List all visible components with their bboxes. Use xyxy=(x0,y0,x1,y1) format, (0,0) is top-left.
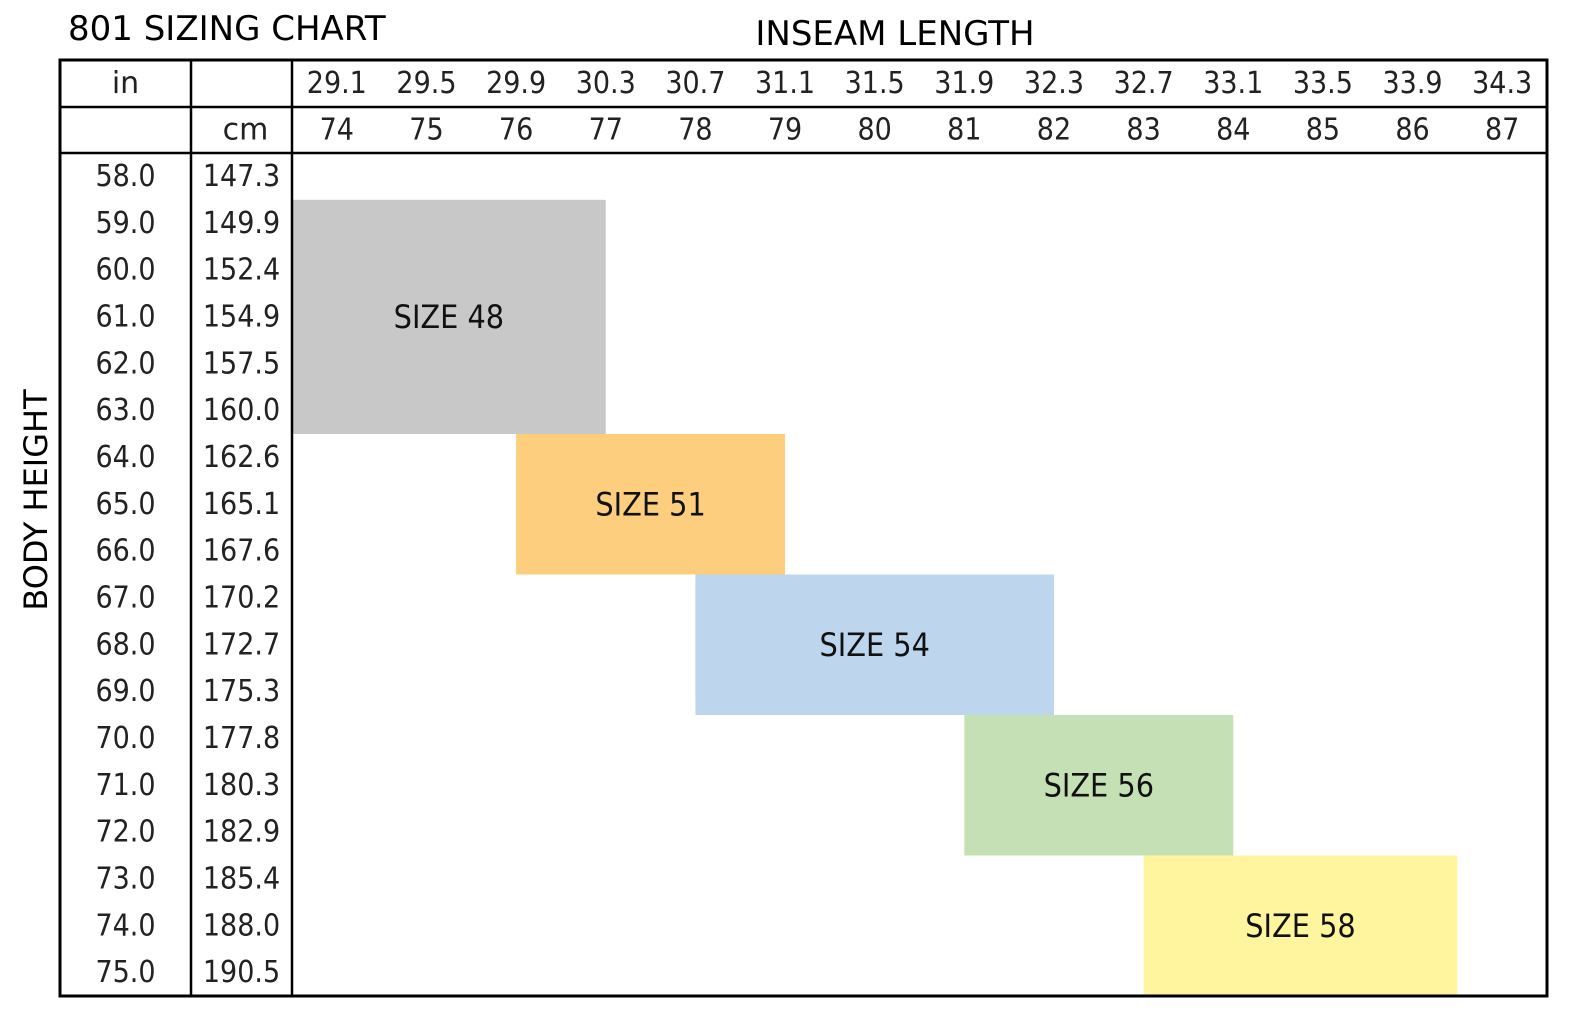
size-label-size-48: SIZE 48 xyxy=(394,298,504,336)
inseam-cm-12: 86 xyxy=(1395,113,1429,148)
height-cm-1: 149.9 xyxy=(203,206,280,241)
size-label-size-51: SIZE 51 xyxy=(595,485,705,523)
inseam-in-10: 33.1 xyxy=(1203,66,1263,101)
height-in-0: 58.0 xyxy=(95,159,155,194)
height-cm-14: 182.9 xyxy=(203,815,280,850)
height-in-14: 72.0 xyxy=(95,815,155,850)
inseam-in-7: 31.9 xyxy=(934,66,994,101)
height-in-5: 63.0 xyxy=(95,393,155,428)
inseam-cm-3: 77 xyxy=(589,113,623,148)
height-in-7: 65.0 xyxy=(95,487,155,522)
inseam-cm-0: 74 xyxy=(320,113,354,148)
chart-title: 801 SIZING CHART xyxy=(68,9,386,49)
inseam-in-11: 33.5 xyxy=(1293,66,1353,101)
height-cm-5: 160.0 xyxy=(203,393,280,428)
height-cm-6: 162.6 xyxy=(203,440,280,475)
height-in-15: 73.0 xyxy=(95,861,155,896)
inseam-in-6: 31.5 xyxy=(845,66,905,101)
size-block-size-48 xyxy=(292,199,606,434)
height-in-4: 62.0 xyxy=(95,346,155,381)
height-cm-2: 152.4 xyxy=(203,253,280,288)
inseam-cm-4: 78 xyxy=(678,113,712,148)
inseam-cm-8: 82 xyxy=(1037,113,1071,148)
height-in-12: 70.0 xyxy=(95,721,155,756)
inseam-in-12: 33.9 xyxy=(1382,66,1442,101)
inseam-length-label: INSEAM LENGTH xyxy=(755,14,1035,54)
size-block-size-58 xyxy=(1143,855,1458,996)
height-cm-9: 170.2 xyxy=(203,580,280,615)
inseam-cm-7: 81 xyxy=(947,113,981,148)
inseam-in-13: 34.3 xyxy=(1472,66,1532,101)
inseam-in-0: 29.1 xyxy=(307,66,367,101)
inseam-in-2: 29.9 xyxy=(486,66,546,101)
size-block-size-54 xyxy=(695,574,1054,715)
table-border xyxy=(58,58,1549,998)
inseam-cm-10: 84 xyxy=(1216,113,1250,148)
height-in-3: 61.0 xyxy=(95,299,155,334)
inseam-cm-11: 85 xyxy=(1306,113,1340,148)
unit-in-label: in xyxy=(112,66,139,101)
height-in-11: 69.0 xyxy=(95,674,155,709)
height-cm-4: 157.5 xyxy=(203,346,280,381)
height-in-10: 68.0 xyxy=(95,627,155,662)
height-cm-15: 185.4 xyxy=(203,861,280,896)
height-in-6: 64.0 xyxy=(95,440,155,475)
height-cm-7: 165.1 xyxy=(203,487,280,522)
inseam-cm-1: 75 xyxy=(409,113,443,148)
height-cm-16: 188.0 xyxy=(203,908,280,943)
height-cm-13: 180.3 xyxy=(203,768,280,803)
size-label-size-56: SIZE 56 xyxy=(1044,766,1154,804)
inseam-in-5: 31.1 xyxy=(755,66,815,101)
inseam-cm-9: 83 xyxy=(1126,113,1160,148)
height-cm-11: 175.3 xyxy=(203,674,280,709)
inseam-cm-5: 79 xyxy=(768,113,802,148)
inseam-in-8: 32.3 xyxy=(1024,66,1084,101)
height-in-16: 74.0 xyxy=(95,908,155,943)
height-in-8: 66.0 xyxy=(95,534,155,569)
inseam-cm-6: 80 xyxy=(858,113,892,148)
height-cm-0: 147.3 xyxy=(203,159,280,194)
height-cm-12: 177.8 xyxy=(203,721,280,756)
height-in-2: 60.0 xyxy=(95,253,155,288)
inseam-in-1: 29.5 xyxy=(396,66,456,101)
height-in-1: 59.0 xyxy=(95,206,155,241)
size-block-size-51 xyxy=(516,434,786,575)
size-block-size-56 xyxy=(964,715,1234,856)
inseam-in-4: 30.7 xyxy=(665,66,725,101)
inseam-in-3: 30.3 xyxy=(576,66,636,101)
height-cm-17: 190.5 xyxy=(203,955,280,990)
inseam-in-9: 32.7 xyxy=(1114,66,1174,101)
inseam-cm-13: 87 xyxy=(1485,113,1519,148)
inseam-cm-2: 76 xyxy=(499,113,533,148)
size-label-size-54: SIZE 54 xyxy=(819,626,929,664)
height-in-13: 71.0 xyxy=(95,768,155,803)
size-label-size-58: SIZE 58 xyxy=(1245,907,1355,945)
height-in-9: 67.0 xyxy=(95,580,155,615)
height-cm-3: 154.9 xyxy=(203,299,280,334)
unit-cm-label: cm xyxy=(223,113,269,148)
height-cm-8: 167.6 xyxy=(203,534,280,569)
height-in-17: 75.0 xyxy=(95,955,155,990)
height-cm-10: 172.7 xyxy=(203,627,280,662)
